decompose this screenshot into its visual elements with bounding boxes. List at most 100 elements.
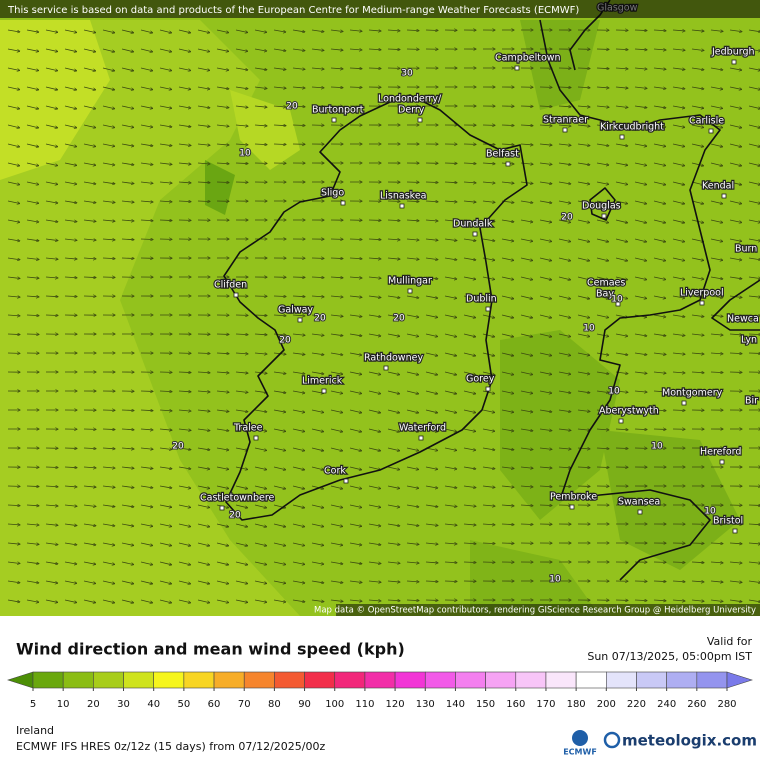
wind-arrow [596,390,609,393]
wind-arrow [292,447,305,451]
wind-arrow [45,86,58,90]
wind-arrow [159,466,172,469]
wind-arrow [273,466,286,470]
wind-arrow [425,524,438,526]
colorbar-tick-label: 180 [567,699,586,710]
wind-arrow [387,220,400,221]
colorbar-tick-label: 140 [446,699,465,710]
wind-arrow [596,219,609,223]
city-label: Cemaes [587,278,625,289]
wind-arrow [615,257,628,261]
wind-arrow [653,86,666,89]
wind-arrow [7,143,20,147]
wind-arrow [615,143,628,146]
wind-arrow [83,162,96,165]
wind-arrow [653,314,666,317]
city-label: Tralee [233,423,263,434]
wind-arrow [83,29,96,33]
wind-arrow [349,296,362,297]
wind-arrow [140,86,153,90]
wind-arrow [539,428,552,431]
wind-arrow [729,67,742,70]
wind-arrow [45,48,58,52]
wind-arrow [292,428,305,432]
wind-arrow [558,276,571,280]
wind-arrow [83,258,96,259]
wind-arrow [83,124,96,128]
wind-arrow [672,30,685,31]
wind-arrow [425,390,438,394]
wind-arrow [672,105,685,108]
wind-arrow [482,390,495,394]
wind-arrow [254,523,267,527]
wind-arrow [178,447,191,450]
wind-arrow [216,391,229,392]
wind-arrow [273,447,286,451]
wind-arrow [330,277,343,278]
wind-arrow [539,238,552,242]
wind-arrow [216,372,229,373]
wind-arrow [710,562,723,563]
colorbar-tick-label: 70 [238,699,251,710]
wind-arrow [710,543,723,544]
wind-arrow [235,523,248,527]
wind-arrow [406,504,419,507]
wind-arrow [368,296,381,298]
wind-arrow [26,105,39,109]
wind-arrow [45,599,58,602]
wind-arrow [178,48,191,52]
colorbar-segment [243,671,275,689]
wind-arrow [463,466,476,469]
wind-arrow [121,542,134,545]
city-label: Campbeltown [495,53,561,64]
wind-arrow [311,409,324,413]
wind-arrow [292,580,305,583]
wind-arrow [520,314,533,318]
wind-arrow [634,162,647,165]
wind-arrow [121,523,134,526]
wind-arrow [615,238,628,242]
wind-arrow [672,391,685,392]
wind-arrow [406,485,419,488]
wind-arrow [577,257,590,261]
wind-arrow [330,580,343,583]
wind-arrow [121,429,134,430]
wind-arrow [615,162,628,165]
wind-arrow [254,485,267,489]
wind-arrow [349,523,362,526]
wind-arrow [691,314,704,317]
wind-arrow [330,447,343,451]
wind-arrow [102,580,115,584]
wind-arrow [387,504,400,507]
wind-arrow [577,219,590,223]
wind-arrow [26,599,39,602]
wind-arrow [691,49,704,50]
wind-arrow [349,466,362,470]
wind-arrow [140,182,153,183]
wind-arrow [691,30,704,31]
wind-arrow [273,125,286,126]
wind-arrow [254,504,267,508]
wind-arrow [558,295,571,299]
wind-arrow [26,86,39,90]
wind-arrow [729,276,742,279]
wind-arrow [330,390,343,393]
wind-arrow [26,48,39,51]
wind-arrow [463,182,476,183]
wind-arrow [463,447,476,450]
wind-arrow [7,238,20,241]
colorbar-segment [485,671,517,689]
city-label: Liverpool [680,288,724,299]
wind-arrow [596,371,609,374]
wind-arrow [102,124,115,128]
wind-arrow [539,144,552,145]
wind-arrow [748,143,760,147]
wind-arrow [729,257,742,260]
contour-label: 20 [279,336,291,346]
wind-arrow [748,562,760,563]
wind-arrow [729,334,742,335]
wind-zone [500,330,620,520]
wind-arrow [729,124,742,128]
ecmwf-text: ECMWF [563,748,597,757]
wind-arrow [653,219,666,223]
